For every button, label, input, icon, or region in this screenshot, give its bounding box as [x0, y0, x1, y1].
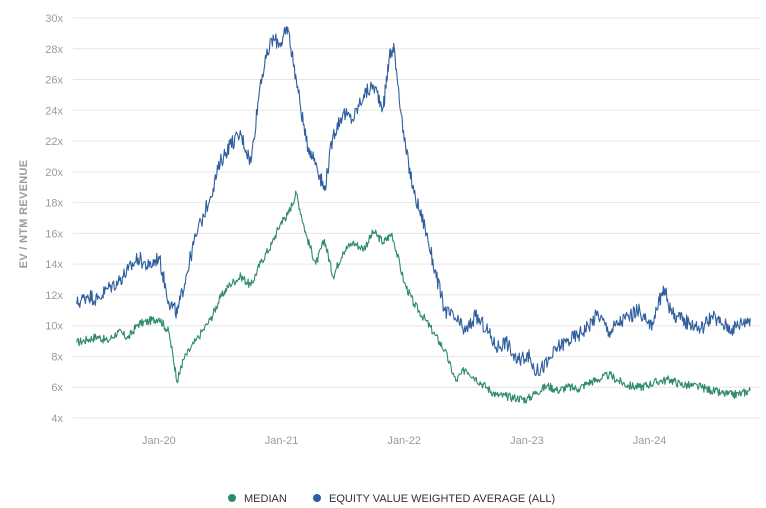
x-tick-label: Jan-24 [633, 435, 667, 447]
x-tick-label: Jan-22 [387, 435, 421, 447]
y-tick-label: 6x [51, 382, 63, 394]
legend: MEDIAN EQUITY VALUE WEIGHTED AVERAGE (ALL… [228, 493, 555, 505]
y-tick-label: 20x [45, 167, 63, 179]
y-tick-label: 16x [45, 228, 63, 240]
x-tick-label: Jan-23 [510, 435, 544, 447]
y-tick-label: 28x [45, 44, 63, 56]
series-line-median [76, 190, 751, 404]
y-tick-label: 26x [45, 75, 63, 87]
y-tick-label: 4x [51, 413, 63, 425]
x-tick-label: Jan-21 [265, 435, 299, 447]
y-tick-label: 12x [45, 290, 63, 302]
legend-label: EQUITY VALUE WEIGHTED AVERAGE (ALL) [329, 493, 555, 505]
legend-marker [313, 494, 321, 502]
series-line-weighted-average [76, 26, 751, 377]
legend-label: MEDIAN [244, 493, 287, 505]
y-tick-label: 8x [51, 351, 63, 363]
y-tick-label: 14x [45, 259, 63, 271]
x-tick-label: Jan-20 [142, 435, 176, 447]
y-tick-label: 10x [45, 321, 63, 333]
legend-marker [228, 494, 236, 502]
y-tick-label: 24x [45, 105, 63, 117]
y-tick-label: 18x [45, 198, 63, 210]
y-axis-label: EV / NTM REVENUE [18, 160, 30, 269]
x-axis-ticks: Jan-20 Jan-21 Jan-22 Jan-23 Jan-24 [142, 435, 666, 447]
y-tick-label: 30x [45, 13, 63, 25]
gridlines [73, 17, 760, 419]
y-tick-label: 22x [45, 136, 63, 148]
series-lines [76, 26, 751, 404]
y-axis-ticks: 4x 6x 8x 10x 12x 14x 16x 18x 20x 22x 24x 26x 28x 30x [45, 13, 63, 425]
